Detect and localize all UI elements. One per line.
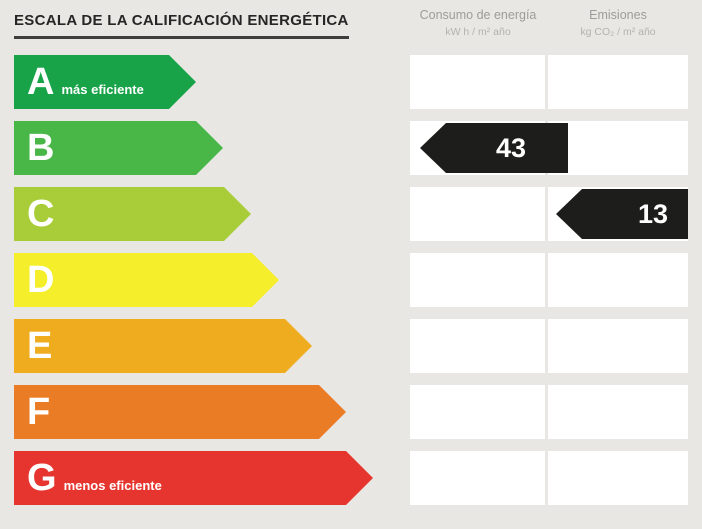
emisiones-column-unit: kg CO₂ / m² año <box>580 26 656 38</box>
rating-arrow-f: F <box>14 385 346 439</box>
rating-arrow-b: B <box>14 121 223 175</box>
emisiones-column-label: Emisiones <box>589 8 647 22</box>
rating-row-b: B 43 <box>0 121 702 175</box>
rating-row-e: E <box>0 319 702 373</box>
page-title: ESCALA DE LA CALIFICACIÓN ENERGÉTICA <box>14 12 349 29</box>
consumo-cell <box>410 253 545 307</box>
consumo-cell <box>410 385 545 439</box>
rating-row-g: G menos eficiente <box>0 451 702 505</box>
consumo-value: 43 <box>495 132 526 163</box>
consumo-value-badge: 43 <box>420 123 568 173</box>
rating-arrow-g: G menos eficiente <box>14 451 373 505</box>
column-header-emisiones: Emisiones kg CO₂ / m² año <box>548 8 688 38</box>
consumo-column-unit: kW h / m² año <box>445 26 511 38</box>
emisiones-cell <box>548 319 688 373</box>
consumo-column-label: Consumo de energía <box>419 8 537 22</box>
rating-row-a: A más eficiente <box>0 55 702 109</box>
rating-letter: B <box>27 127 55 169</box>
emisiones-cell <box>548 121 688 175</box>
rating-arrow-d: D <box>14 253 279 307</box>
rating-letter: D <box>27 259 55 301</box>
rating-letter: F <box>27 391 51 433</box>
emisiones-value: 13 <box>637 198 668 229</box>
emisiones-cell <box>548 385 688 439</box>
consumo-cell <box>410 55 545 109</box>
rating-sublabel: más eficiente <box>61 82 144 97</box>
rating-sublabel: menos eficiente <box>63 478 162 493</box>
rating-rows: A más eficiente B 43 C 13 <box>0 55 702 517</box>
column-header-consumo: Consumo de energía kW h / m² año <box>408 8 548 38</box>
rating-arrow-c: C <box>14 187 251 241</box>
emisiones-value-badge: 13 <box>556 189 688 239</box>
rating-row-f: F <box>0 385 702 439</box>
rating-letter: G <box>27 457 57 499</box>
consumo-cell <box>410 451 545 505</box>
rating-letter: C <box>27 193 55 235</box>
rating-arrow-a: A más eficiente <box>14 55 196 109</box>
rating-row-c: C 13 <box>0 187 702 241</box>
emisiones-cell <box>548 253 688 307</box>
consumo-cell <box>410 319 545 373</box>
emisiones-cell <box>548 451 688 505</box>
rating-row-d: D <box>0 253 702 307</box>
rating-letter: E <box>27 325 53 367</box>
rating-arrow-e: E <box>14 319 312 373</box>
rating-letter: A <box>27 61 55 103</box>
emisiones-cell <box>548 55 688 109</box>
title-underline: ESCALA DE LA CALIFICACIÓN ENERGÉTICA <box>14 12 349 39</box>
consumo-cell <box>410 187 545 241</box>
